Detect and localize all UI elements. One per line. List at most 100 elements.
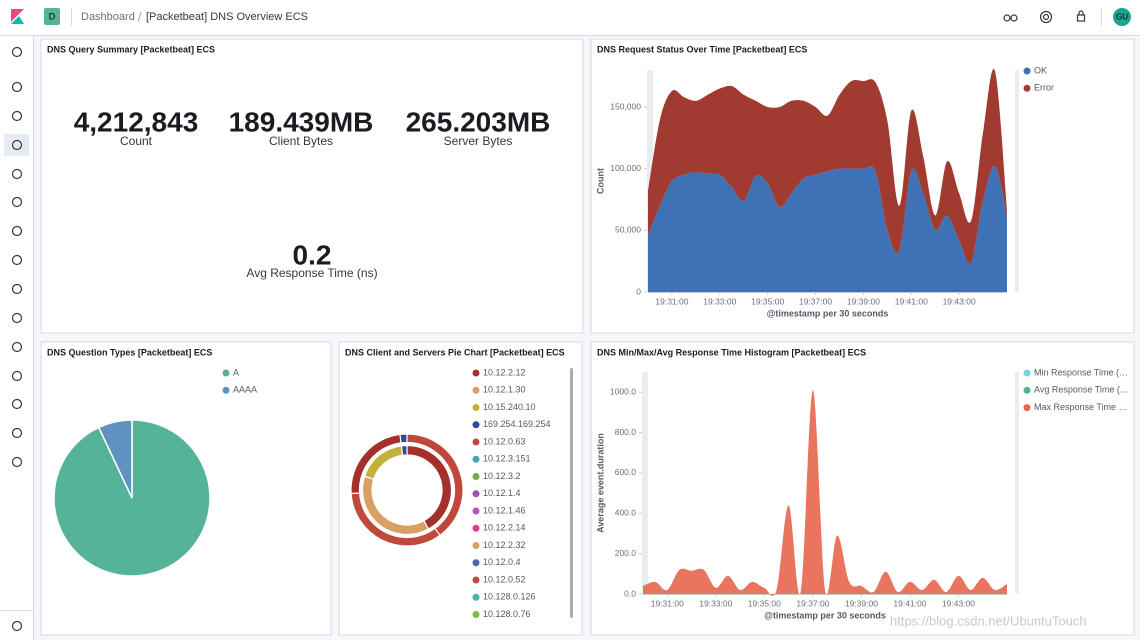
y-axis-title: Count bbox=[595, 168, 605, 194]
x-tick-label: 19:33:00 bbox=[703, 296, 736, 306]
legend-swatch[interactable] bbox=[472, 507, 480, 515]
x-tick-label: 19:35:00 bbox=[748, 598, 781, 608]
legend-swatch[interactable] bbox=[472, 421, 480, 429]
legend-label[interactable]: 10.12.1.30 bbox=[483, 385, 526, 395]
legend-swatch[interactable] bbox=[472, 438, 480, 446]
nav-icon[interactable] bbox=[11, 312, 23, 324]
legend-label[interactable]: 10.15.240.10 bbox=[483, 402, 536, 412]
x-axis-title: @timestamp per 30 seconds bbox=[767, 308, 889, 318]
metric-label: Server Bytes bbox=[444, 134, 513, 148]
legend-swatch[interactable] bbox=[472, 455, 480, 463]
nav-icon[interactable] bbox=[11, 620, 23, 632]
legend-label[interactable]: 10.12.0.52 bbox=[483, 574, 526, 584]
x-tick-label: 19:41:00 bbox=[895, 296, 928, 306]
glasses-icon[interactable] bbox=[1003, 14, 1018, 22]
legend-swatch[interactable] bbox=[472, 524, 480, 532]
legend-label[interactable]: 10.128.0.76 bbox=[483, 609, 531, 619]
scrollbar[interactable] bbox=[570, 368, 573, 618]
help-icon[interactable] bbox=[1039, 10, 1053, 24]
nav-icon[interactable] bbox=[11, 456, 23, 468]
donut-slice[interactable] bbox=[400, 444, 408, 456]
nav-icon[interactable] bbox=[11, 427, 23, 439]
legend-label[interactable]: 10.12.2.12 bbox=[483, 367, 526, 377]
legend-swatch[interactable] bbox=[472, 404, 480, 411]
nav-icon[interactable] bbox=[11, 370, 23, 382]
nav-icon[interactable] bbox=[11, 46, 23, 58]
x-tick-label: 19:37:00 bbox=[799, 296, 832, 306]
axis-brush bbox=[1015, 372, 1019, 594]
notifications-icon[interactable] bbox=[1076, 10, 1086, 22]
legend-swatch[interactable] bbox=[472, 473, 480, 480]
legend-swatch[interactable] bbox=[222, 369, 230, 377]
legend-label[interactable]: 10.12.1.4 bbox=[483, 488, 521, 498]
legend-label[interactable]: AAAA bbox=[233, 385, 257, 395]
y-tick-label: 800.0 bbox=[615, 427, 637, 437]
legend-label[interactable]: 10.128.0.126 bbox=[483, 592, 536, 602]
x-tick-label: 19:43:00 bbox=[943, 296, 976, 306]
legend-swatch[interactable] bbox=[222, 386, 230, 394]
legend-label[interactable]: A bbox=[233, 367, 239, 377]
area bbox=[643, 390, 1007, 596]
legend-label[interactable]: 10.12.1.46 bbox=[483, 505, 526, 515]
breadcrumb[interactable]: Dashboard bbox=[81, 11, 135, 23]
legend-label[interactable]: 10.12.2.32 bbox=[483, 540, 526, 550]
space-badge-text: D bbox=[49, 11, 56, 21]
legend-swatch[interactable] bbox=[472, 490, 480, 498]
legend-label[interactable]: Max Response Time … bbox=[1034, 402, 1128, 412]
legend-label[interactable]: Avg Response Time (… bbox=[1034, 385, 1129, 395]
donut-slice[interactable] bbox=[399, 433, 408, 444]
space-badge[interactable] bbox=[44, 8, 60, 25]
legend-swatch[interactable] bbox=[472, 559, 480, 567]
legend-swatch[interactable] bbox=[472, 369, 480, 377]
axis-brush bbox=[1015, 70, 1019, 292]
legend-swatch[interactable] bbox=[1023, 404, 1031, 412]
nav-icon[interactable] bbox=[11, 254, 23, 266]
y-tick-label: 100,000 bbox=[610, 163, 641, 173]
panel-title: DNS Min/Max/Avg Response Time Histogram … bbox=[597, 347, 866, 357]
legend-swatch[interactable] bbox=[472, 386, 480, 394]
x-axis-title: @timestamp per 30 seconds bbox=[764, 610, 886, 620]
legend-label[interactable]: 169.254.169.254 bbox=[483, 419, 551, 429]
legend-label[interactable]: Error bbox=[1034, 83, 1054, 93]
y-tick-label: 1000.0 bbox=[610, 386, 636, 396]
nav-icon[interactable] bbox=[11, 398, 23, 410]
legend-swatch[interactable] bbox=[1023, 84, 1031, 92]
nav-icon[interactable] bbox=[11, 168, 23, 180]
legend-swatch[interactable] bbox=[472, 576, 480, 584]
legend-label[interactable]: Min Response Time (… bbox=[1034, 367, 1128, 377]
legend-swatch[interactable] bbox=[1023, 67, 1031, 75]
nav-icon[interactable] bbox=[11, 225, 23, 237]
legend-label[interactable]: 10.12.3.151 bbox=[483, 454, 531, 464]
breadcrumb-separator bbox=[137, 11, 142, 23]
nav-icon[interactable] bbox=[11, 110, 23, 122]
nav-icon[interactable] bbox=[11, 341, 23, 353]
nav-icon[interactable] bbox=[11, 81, 23, 93]
legend-label[interactable]: OK bbox=[1034, 65, 1047, 75]
x-tick-label: 19:33:00 bbox=[699, 598, 732, 608]
nav-icon[interactable] bbox=[11, 196, 23, 208]
pie-slice[interactable] bbox=[97, 419, 133, 499]
legend-label[interactable]: 10.12.0.63 bbox=[483, 436, 526, 446]
panel bbox=[40, 38, 584, 334]
area bbox=[648, 69, 1007, 264]
panel-title: DNS Request Status Over Time [Packetbeat… bbox=[597, 44, 807, 54]
panel-title: DNS Query Summary [Packetbeat] ECS bbox=[47, 44, 215, 54]
x-tick-label: 19:39:00 bbox=[845, 598, 878, 608]
legend-swatch[interactable] bbox=[1023, 386, 1031, 394]
x-tick-label: 19:35:00 bbox=[751, 296, 784, 306]
legend-label[interactable]: 10.12.2.14 bbox=[483, 523, 526, 533]
kibana-logo[interactable] bbox=[11, 9, 24, 24]
nav-icon[interactable] bbox=[11, 283, 23, 295]
header bbox=[0, 0, 1140, 35]
legend-swatch[interactable] bbox=[472, 542, 480, 549]
y-axis-title: Average event.duration bbox=[595, 433, 605, 533]
legend-label[interactable]: 10.12.0.4 bbox=[483, 557, 521, 567]
legend-swatch[interactable] bbox=[1023, 369, 1031, 377]
panel-title: DNS Client and Servers Pie Chart [Packet… bbox=[345, 347, 565, 357]
legend-swatch[interactable] bbox=[472, 611, 480, 618]
nav-icon[interactable] bbox=[11, 139, 23, 151]
avatar[interactable] bbox=[1113, 8, 1131, 26]
legend-label[interactable]: 10.12.3.2 bbox=[483, 471, 521, 481]
legend-swatch[interactable] bbox=[472, 593, 480, 601]
